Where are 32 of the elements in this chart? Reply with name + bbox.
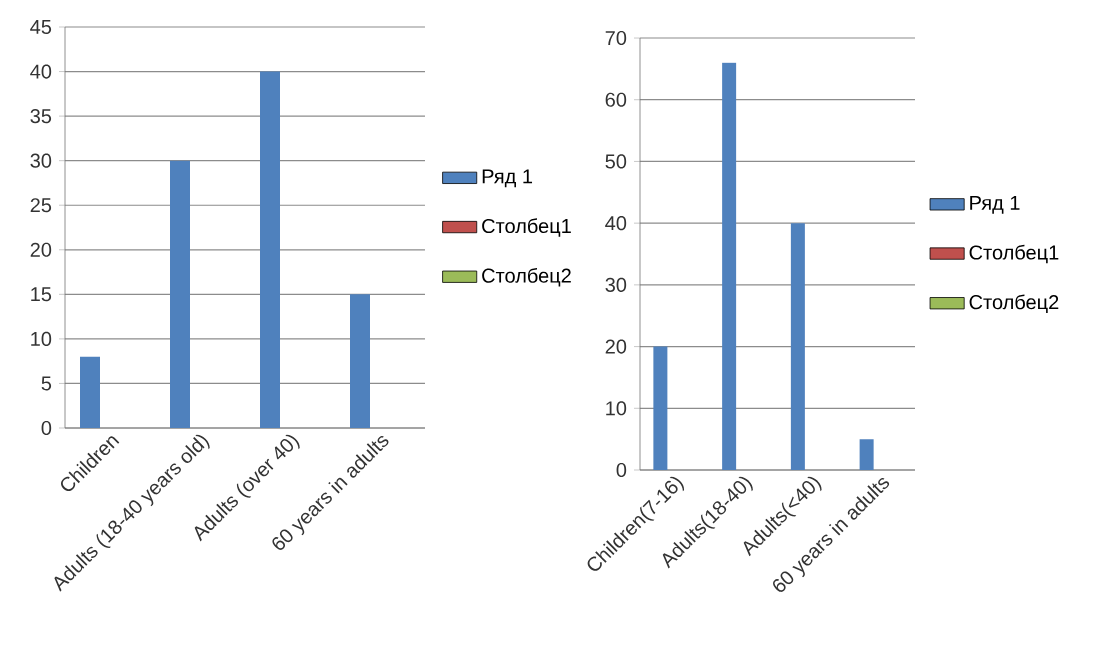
legend-label: Столбец1 — [482, 218, 571, 237]
y-tick-label: 60 — [605, 92, 627, 107]
y-tick-label: 40 — [30, 64, 52, 79]
bar — [260, 71, 280, 428]
y-tick-label: 30 — [605, 277, 627, 292]
bar — [653, 346, 668, 470]
legend-label: Ряд 1 — [482, 169, 533, 188]
y-tick-label: 5 — [41, 376, 52, 391]
y-tick-label: 10 — [606, 401, 627, 416]
y-tick-label: 0 — [616, 462, 627, 478]
bar — [350, 294, 370, 428]
bar — [170, 160, 190, 428]
legend-label: Столбец2 — [969, 294, 1059, 314]
y-tick-label: 45 — [30, 20, 52, 34]
bar — [790, 223, 805, 470]
y-tick-label: 35 — [30, 109, 52, 124]
bar — [722, 62, 737, 470]
legend-label: Столбец1 — [969, 244, 1059, 264]
y-tick-label: 0 — [41, 420, 52, 436]
y-tick-label: 25 — [30, 198, 52, 213]
y-tick-label: 10 — [31, 331, 52, 346]
y-tick-label: 70 — [605, 30, 627, 46]
legend-label: Ряд 1 — [970, 195, 1020, 214]
y-tick-label: 15 — [31, 287, 52, 302]
bar — [80, 356, 100, 428]
y-tick-label: 20 — [30, 242, 52, 257]
legend-label: Столбец2 — [482, 267, 571, 287]
bar — [859, 439, 874, 470]
y-tick-label: 20 — [605, 339, 627, 354]
y-tick-label: 40 — [605, 216, 627, 231]
y-tick-label: 30 — [30, 153, 52, 168]
y-tick-label: 50 — [605, 154, 627, 169]
